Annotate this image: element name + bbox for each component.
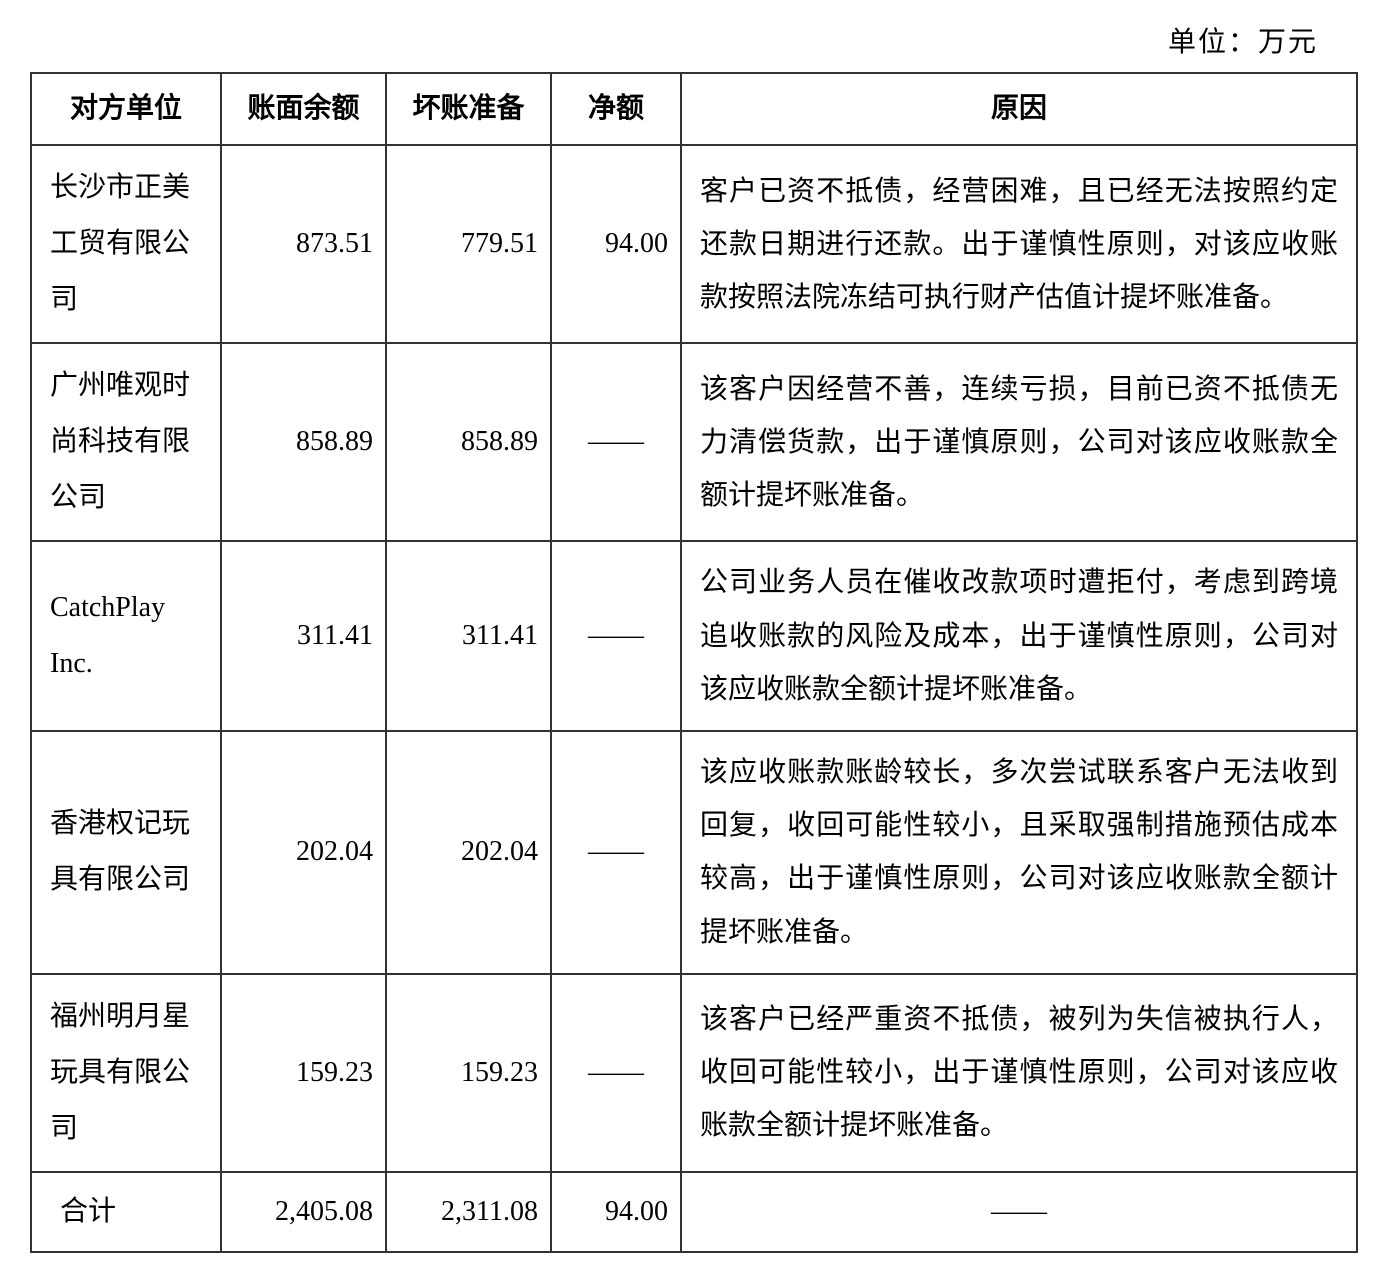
cell-company: 长沙市正美工贸有限公司 [31,145,221,343]
cell-reason: 该客户已经严重资不抵债，被列为失信被执行人，收回可能性较小，出于谨慎性原则，公司… [681,974,1357,1172]
cell-company: 福州明月星玩具有限公司 [31,974,221,1172]
table-row: 长沙市正美工贸有限公司 873.51 779.51 94.00 客户已资不抵债，… [31,145,1357,343]
receivables-table: 对方单位 账面余额 坏账准备 净额 原因 长沙市正美工贸有限公司 873.51 … [30,72,1358,1253]
cell-balance: 159.23 [221,974,386,1172]
cell-total-balance: 2,405.08 [221,1172,386,1252]
cell-company: CatchPlay Inc. [31,541,221,731]
header-reason: 原因 [681,73,1357,145]
cell-net: —— [551,343,681,541]
table-row: 广州唯观时尚科技有限公司 858.89 858.89 —— 该客户因经营不善，连… [31,343,1357,541]
cell-net: 94.00 [551,145,681,343]
cell-total-label: 合计 [31,1172,221,1252]
header-provision: 坏账准备 [386,73,551,145]
table-row: CatchPlay Inc. 311.41 311.41 —— 公司业务人员在催… [31,541,1357,731]
cell-provision: 779.51 [386,145,551,343]
cell-company: 香港权记玩具有限公司 [31,731,221,974]
cell-net: —— [551,541,681,731]
table-header-row: 对方单位 账面余额 坏账准备 净额 原因 [31,73,1357,145]
table-total-row: 合计 2,405.08 2,311.08 94.00 —— [31,1172,1357,1252]
cell-total-provision: 2,311.08 [386,1172,551,1252]
cell-reason: 客户已资不抵债，经营困难，且已经无法按照约定还款日期进行还款。出于谨慎性原则，对… [681,145,1357,343]
cell-balance: 873.51 [221,145,386,343]
header-net: 净额 [551,73,681,145]
cell-balance: 311.41 [221,541,386,731]
cell-provision: 202.04 [386,731,551,974]
table-row: 福州明月星玩具有限公司 159.23 159.23 —— 该客户已经严重资不抵债… [31,974,1357,1172]
cell-reason: 该应收账款账龄较长，多次尝试联系客户无法收到回复，收回可能性较小，且采取强制措施… [681,731,1357,974]
cell-total-net: 94.00 [551,1172,681,1252]
header-balance: 账面余额 [221,73,386,145]
cell-reason: 公司业务人员在催收改款项时遭拒付，考虑到跨境追收账款的风险及成本，出于谨慎性原则… [681,541,1357,731]
cell-provision: 159.23 [386,974,551,1172]
table-row: 香港权记玩具有限公司 202.04 202.04 —— 该应收账款账龄较长，多次… [31,731,1357,974]
cell-net: —— [551,731,681,974]
unit-label: 单位：万元 [30,20,1358,60]
cell-balance: 858.89 [221,343,386,541]
cell-total-reason: —— [681,1172,1357,1252]
cell-provision: 858.89 [386,343,551,541]
cell-net: —— [551,974,681,1172]
cell-company: 广州唯观时尚科技有限公司 [31,343,221,541]
cell-reason: 该客户因经营不善，连续亏损，目前已资不抵债无力清偿货款，出于谨慎原则，公司对该应… [681,343,1357,541]
cell-provision: 311.41 [386,541,551,731]
header-company: 对方单位 [31,73,221,145]
cell-balance: 202.04 [221,731,386,974]
